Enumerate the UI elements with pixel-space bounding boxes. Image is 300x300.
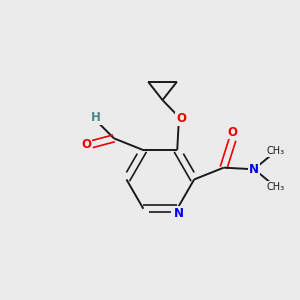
Text: H: H	[91, 111, 101, 124]
Text: N: N	[174, 207, 184, 220]
Text: O: O	[176, 112, 186, 125]
Text: CH₃: CH₃	[266, 182, 284, 192]
Text: N: N	[249, 163, 259, 176]
Text: O: O	[227, 126, 237, 139]
Text: CH₃: CH₃	[266, 146, 284, 157]
Text: O: O	[82, 138, 92, 151]
